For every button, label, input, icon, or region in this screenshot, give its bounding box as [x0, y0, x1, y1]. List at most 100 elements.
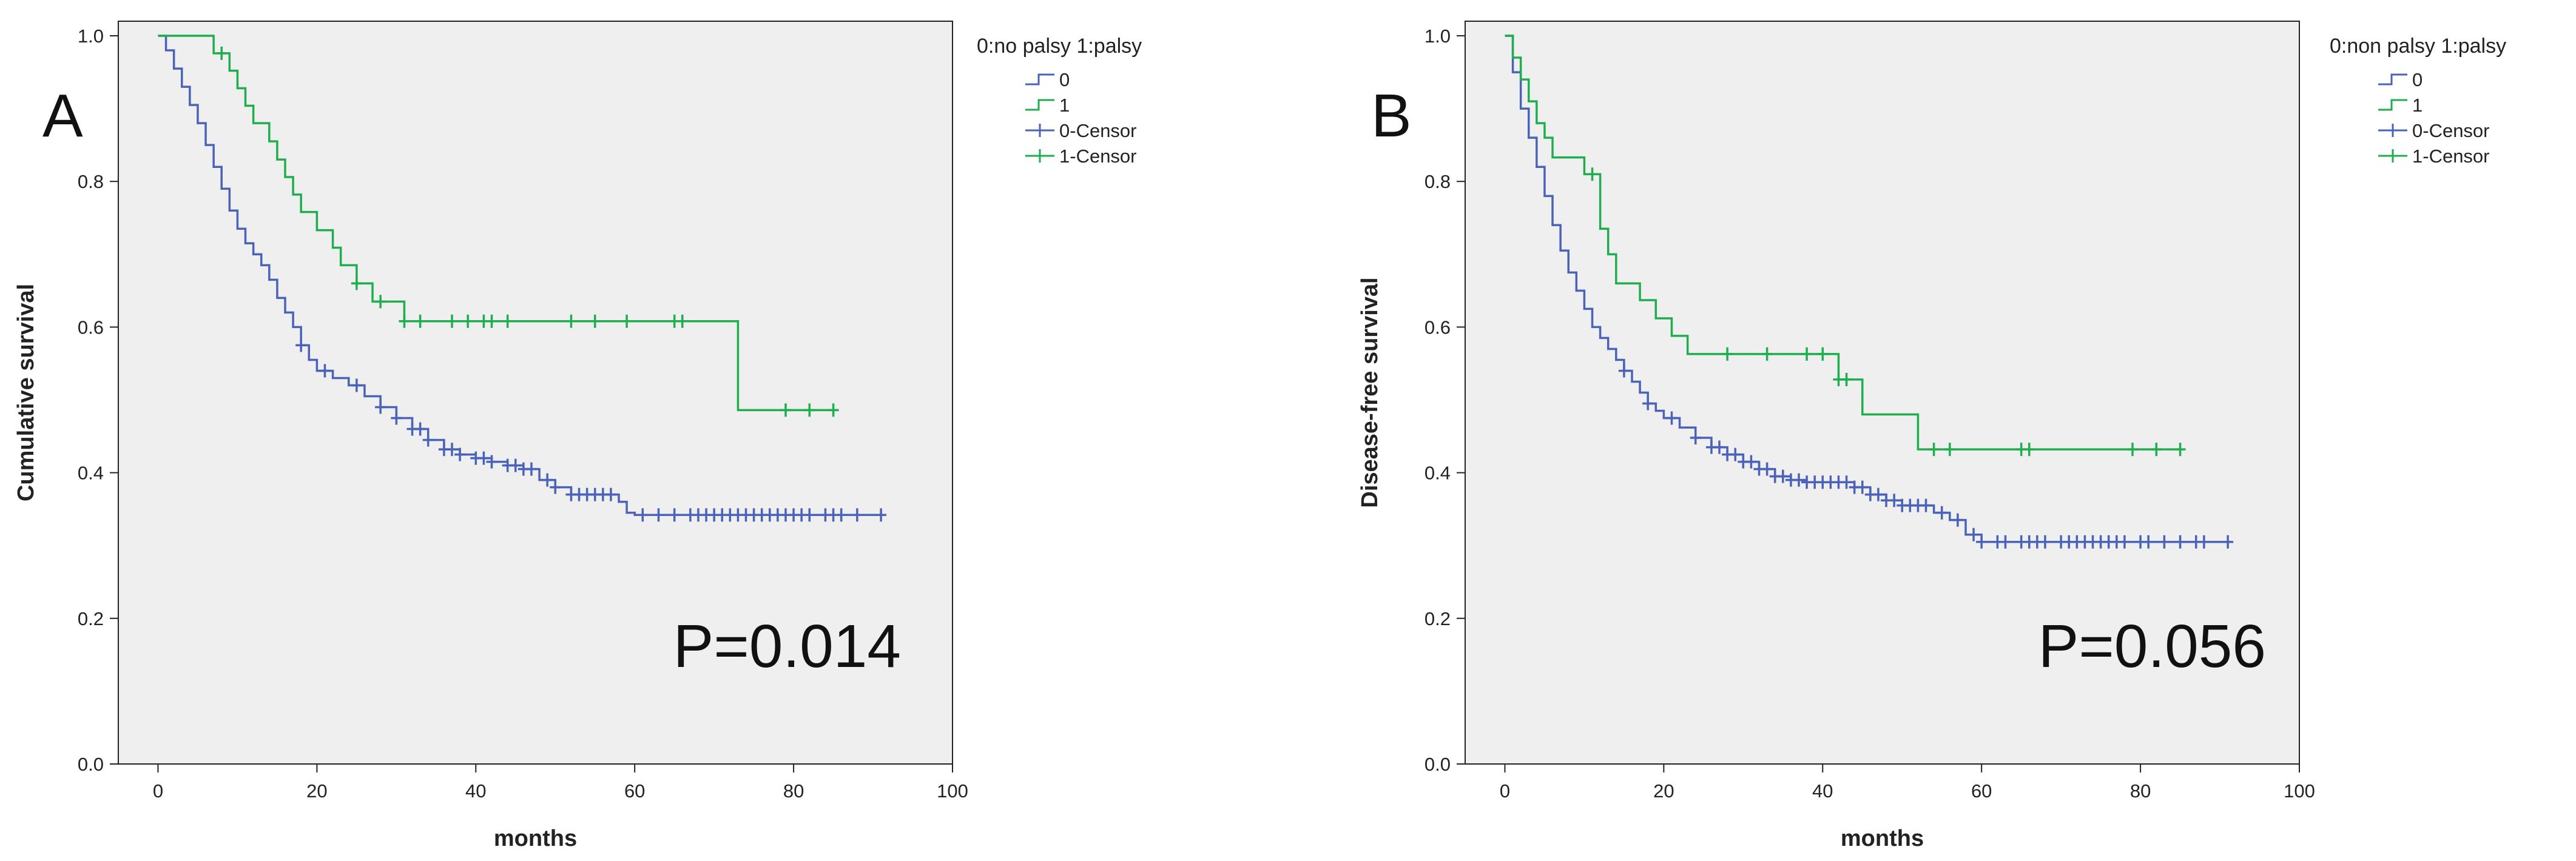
censor-mark-group-0	[542, 473, 553, 487]
censor-mark-group-0	[804, 508, 815, 522]
censor-mark-group-0	[1793, 473, 1804, 487]
legend-entry-label: 0	[1059, 69, 1070, 90]
censor-mark-group-0	[1618, 364, 1630, 378]
legend-symbol	[1025, 99, 1054, 111]
censor-mark-group-1	[2151, 443, 2162, 457]
censor-mark-group-0	[447, 443, 457, 457]
censor-mark-group-0	[669, 508, 680, 522]
censor-mark-group-1	[375, 295, 386, 309]
censor-mark-group-1	[1841, 372, 1852, 386]
censor-mark-group-0	[1642, 397, 1654, 410]
censor-mark-group-0	[653, 508, 664, 522]
panel-a-chart: 0 20 40 60 80 100 0.0 0.2 0.4 0.6 0.8 1.0 months Cumu…	[13, 21, 1142, 851]
censor-mark-group-0	[525, 462, 537, 476]
legend-symbol	[1025, 124, 1054, 137]
panel-label: B	[1371, 82, 1412, 150]
censor-mark-group-1	[447, 314, 457, 328]
x-tick-label: 100	[2284, 780, 2315, 802]
y-tick-label: 0.0	[78, 754, 104, 775]
y-axis-label: Disease-free survival	[1357, 277, 1383, 508]
censor-mark-group-0	[486, 455, 497, 469]
censor-mark-group-0	[2143, 535, 2154, 549]
legend-symbol	[1025, 149, 1054, 162]
legend: 0:non palsy 1:palsy 0 1 0-Censor 1-Censor	[2330, 35, 2506, 167]
y-tick-label: 0.8	[78, 171, 104, 192]
legend-entry-label: 0-Censor	[1059, 120, 1137, 141]
censor-mark-group-1	[216, 46, 228, 60]
y-tick-label: 0.0	[1425, 754, 1451, 775]
y-tick-label: 0.6	[78, 317, 104, 338]
p-value-annotation: P=0.056	[2038, 612, 2266, 680]
censor-mark-group-1	[2127, 443, 2138, 457]
censor-mark-group-0	[478, 451, 490, 465]
censor-mark-group-1	[780, 403, 791, 417]
series-group	[1505, 35, 2234, 549]
censor-mark-group-0	[1761, 462, 1773, 476]
legend-symbol	[2378, 124, 2407, 137]
legend-entry-label: 1-Censor	[2412, 146, 2490, 167]
y-tick-label: 0.4	[1425, 463, 1451, 484]
x-tick-label: 100	[937, 780, 968, 802]
y-tick-label: 0.2	[1425, 608, 1451, 629]
censor-mark-group-1	[462, 314, 474, 328]
panel-b-chart: 0 20 40 60 80 100 0.0 0.2 0.4 0.6 0.8 1.0 months Dise…	[1357, 21, 2506, 851]
censor-mark-group-0	[1714, 440, 1725, 454]
legend-title: 0:non palsy 1:palsy	[2330, 35, 2506, 58]
legend-entry-label: 0	[2412, 69, 2423, 90]
x-tick-label: 40	[465, 780, 486, 802]
censor-mark-group-0	[2119, 535, 2130, 549]
censor-mark-group-0	[1920, 498, 1932, 512]
censor-mark-group-0	[1968, 528, 1980, 541]
x-axis-label: months	[1841, 826, 1924, 851]
censor-mark-group-0	[550, 480, 561, 494]
censor-mark-group-0	[851, 508, 863, 522]
censor-mark-group-0	[1936, 506, 1947, 520]
censor-mark-group-1	[2174, 443, 2186, 457]
legend-symbol	[2378, 73, 2407, 85]
legend-entry-label: 1	[1059, 95, 1070, 116]
censor-mark-group-1	[1817, 347, 1829, 361]
legend-title: 0:no palsy 1:palsy	[977, 35, 1142, 58]
censor-mark-group-1	[486, 314, 497, 328]
censor-mark-group-0	[605, 487, 616, 501]
censor-mark-group-0	[414, 422, 426, 436]
x-tick-label: 20	[306, 780, 327, 802]
censor-mark-group-1	[565, 314, 577, 328]
censor-mark-group-0	[391, 411, 402, 425]
y-tick-label: 1.0	[78, 25, 104, 47]
censor-mark-group-0	[351, 378, 362, 392]
censor-mark-group-0	[422, 433, 434, 447]
x-axis-label: months	[494, 826, 577, 851]
censor-mark-group-0	[1872, 487, 1884, 501]
censor-mark-group-0	[2222, 535, 2234, 549]
censor-mark-group-0	[454, 447, 466, 461]
x-tick-label: 80	[2130, 780, 2151, 802]
censor-mark-group-0	[637, 508, 649, 522]
y-tick-label: 0.4	[78, 463, 104, 484]
censor-mark-group-0	[875, 508, 887, 522]
plot-area	[1465, 21, 2300, 765]
legend-entry-label: 1-Censor	[1059, 146, 1137, 167]
y-tick-label: 1.0	[1425, 25, 1451, 47]
censor-mark-group-0	[1690, 430, 1701, 444]
censor-mark-group-0	[1952, 513, 1963, 527]
censor-mark-group-0	[2039, 535, 2051, 549]
plot-area	[118, 21, 953, 765]
censor-mark-group-0	[1666, 411, 1677, 425]
censor-mark-group-0	[1856, 480, 1868, 494]
x-tick-label: 20	[1653, 780, 1674, 802]
censor-mark-group-0	[1777, 469, 1789, 483]
censor-mark-group-1	[502, 314, 513, 328]
y-tick-label: 0.6	[1425, 317, 1451, 338]
censor-mark-group-0	[835, 508, 847, 522]
censor-mark-group-0	[319, 364, 331, 378]
censor-mark-group-1	[351, 276, 362, 290]
censor-mark-group-0	[1745, 455, 1757, 469]
censor-mark-group-1	[621, 314, 633, 328]
legend-entry-label: 1	[2412, 95, 2423, 116]
censor-mark-group-0	[1889, 494, 1900, 508]
censor-mark-group-1	[804, 403, 815, 417]
x-tick-label: 60	[624, 780, 645, 802]
legend: 0:no palsy 1:palsy 0 1 0-Censor 1-Censor	[977, 35, 1142, 167]
